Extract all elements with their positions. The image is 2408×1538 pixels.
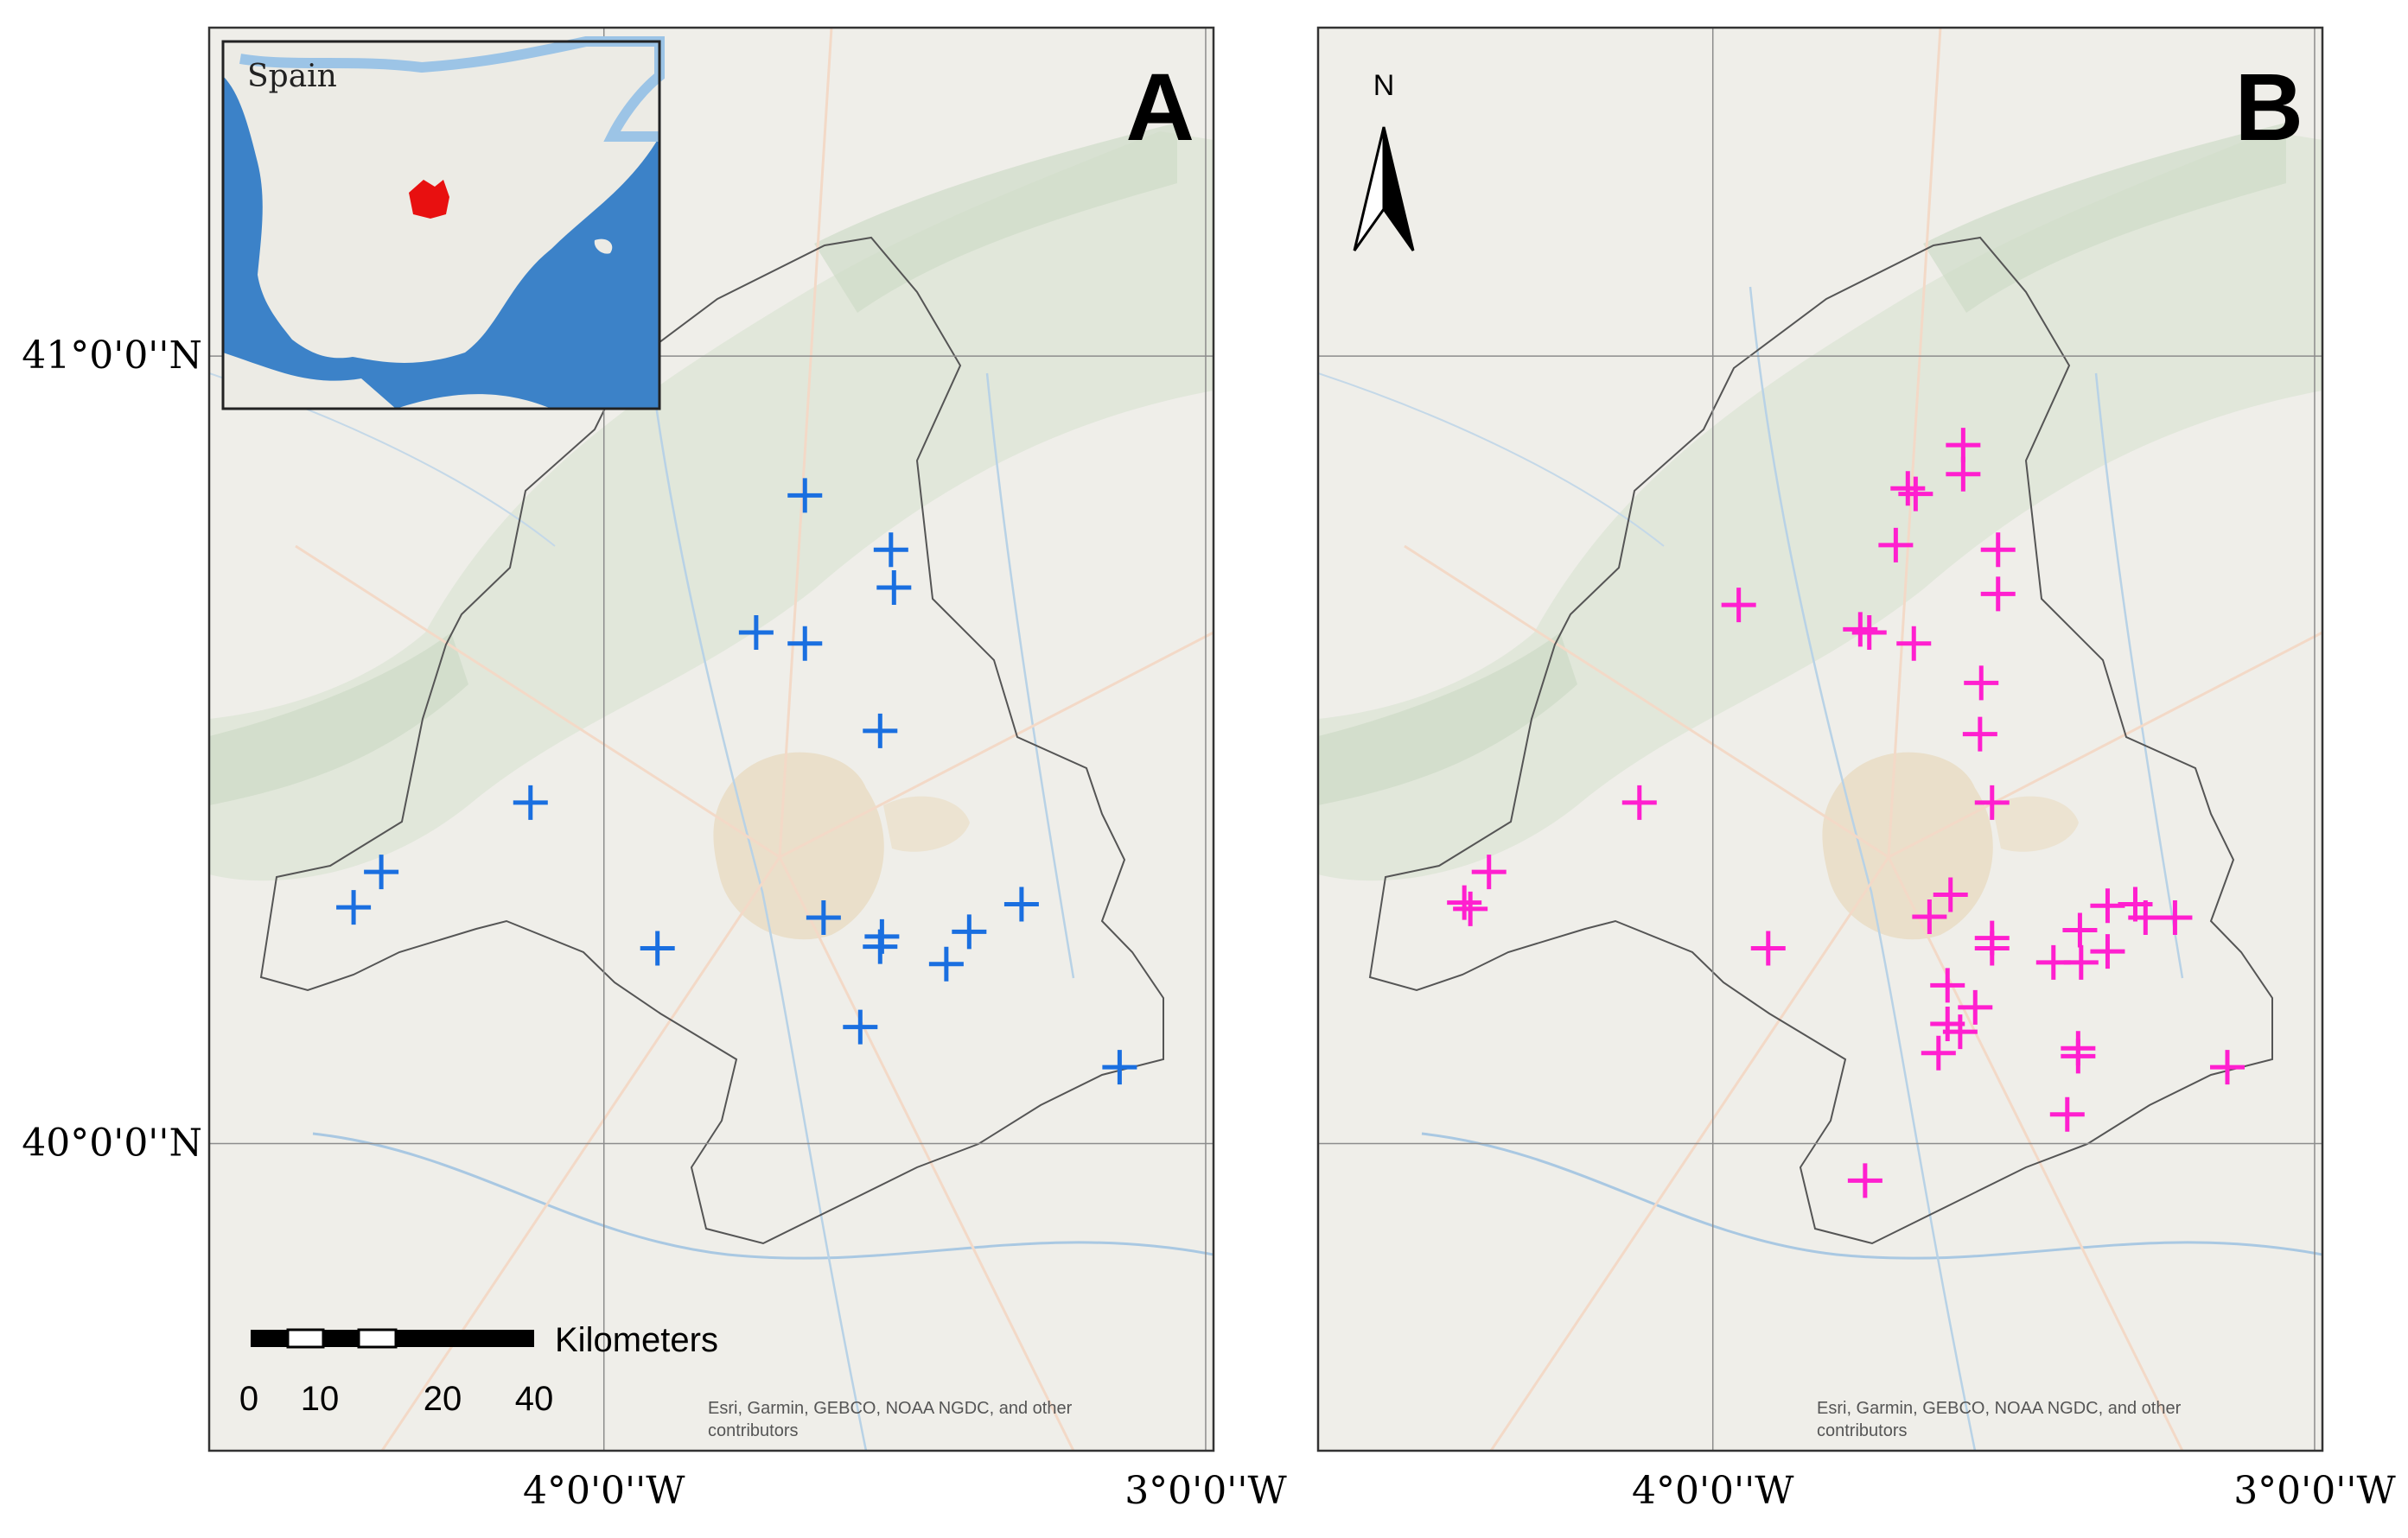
point-cross [513, 785, 548, 820]
point-cross [1890, 471, 1926, 506]
map-panel: A Spain Kilometers 0 10 20 40 Esri, Gar [209, 28, 1214, 1451]
lat-label: 41°0'0''N [22, 334, 202, 378]
point-cross [1621, 785, 1657, 820]
lon-label: 4°0'0''W [1632, 1469, 1794, 1513]
point-cross [1921, 1035, 1956, 1071]
panel-label: B [2235, 54, 2303, 161]
point-cross [2063, 944, 2099, 980]
point-cross [2128, 899, 2163, 935]
point-cross [1847, 1163, 1882, 1198]
point-cross [876, 570, 912, 606]
point-cross [1898, 476, 1933, 512]
point-cross [1003, 887, 1039, 922]
point-cross [1878, 527, 1914, 562]
point-cross [640, 931, 675, 966]
point-cross [364, 855, 399, 890]
point-cross [2210, 1050, 2245, 1085]
attribution: Esri, Garmin, GEBCO, NOAA NGDC, and othe… [708, 1399, 1073, 1418]
point-cross [1958, 989, 1993, 1025]
point-cross [928, 946, 964, 982]
scale-label: 0 [239, 1380, 258, 1418]
point-cross [2090, 934, 2125, 969]
point-cross [1946, 428, 1981, 463]
point-cross [806, 899, 841, 935]
panel-label: A [1126, 54, 1194, 161]
point-cross [1942, 1014, 1978, 1050]
point-cross [1721, 588, 1756, 623]
point-cross [1930, 968, 1965, 1003]
inset-label: Spain [247, 59, 337, 94]
point-cross [1750, 931, 1786, 966]
scale-label: 10 [301, 1380, 340, 1418]
point-cross [1896, 626, 1932, 661]
point-cross [1980, 532, 2016, 568]
points [1447, 428, 2245, 1198]
north-label: N [1373, 69, 1395, 102]
point-cross [1974, 785, 2010, 820]
point-cross [863, 713, 898, 748]
point-cross [336, 890, 372, 925]
point-cross [1453, 891, 1488, 926]
point-cross [1102, 1050, 1137, 1085]
point-cross [1851, 614, 1887, 650]
north-arrow: N [1353, 69, 1415, 251]
scale-label: 40 [515, 1380, 554, 1418]
point-cross [843, 1009, 878, 1045]
scale-label: 20 [424, 1380, 462, 1418]
point-cross [1447, 885, 1482, 920]
lon-label: 4°0'0''W [523, 1469, 685, 1513]
axis-labels: 41°0'0''N 40°0'0''N 4°0'0''W 3°0'0''W 4°0'0'… [22, 334, 2396, 1513]
point-cross [863, 929, 898, 964]
scale-unit: Kilometers [555, 1321, 718, 1359]
points [336, 478, 1137, 1085]
graticule [1318, 28, 2322, 1451]
inset-map: Spain [221, 36, 665, 410]
point-cross [1946, 456, 1981, 492]
point-cross [2062, 912, 2098, 948]
point-cross [1933, 877, 1968, 912]
point-cross [2049, 1096, 2085, 1132]
point-cross [952, 914, 987, 950]
attribution: Esri, Garmin, GEBCO, NOAA NGDC, and othe… [1817, 1399, 2182, 1418]
point-cross [873, 532, 908, 568]
panel-frame [1316, 26, 2324, 1452]
lat-label: 40°0'0''N [22, 1122, 202, 1166]
point-cross [1912, 899, 1947, 935]
point-cross [1843, 612, 1878, 647]
point-cross [1962, 716, 1997, 752]
panel-frame [207, 26, 1215, 1452]
point-cross [1974, 931, 2010, 966]
lon-label: 3°0'0''W [1124, 1469, 1287, 1513]
point-cross [1471, 855, 1507, 890]
point-cross [787, 626, 823, 661]
point-cross [2061, 1039, 2096, 1074]
point-cross [738, 614, 774, 650]
point-cross [1964, 665, 1999, 701]
point-cross [2157, 899, 2193, 935]
point-cross [1980, 576, 2016, 612]
map-panel: B N Esri, Garmin, GEBCO, NOAA NGDC, and … [1318, 28, 2322, 1451]
attribution: contributors [708, 1421, 799, 1440]
point-cross [787, 478, 823, 513]
attribution: contributors [1817, 1421, 1908, 1440]
scale-bar: Kilometers 0 10 20 40 [239, 1321, 718, 1418]
lon-label: 3°0'0''W [2233, 1469, 2396, 1513]
